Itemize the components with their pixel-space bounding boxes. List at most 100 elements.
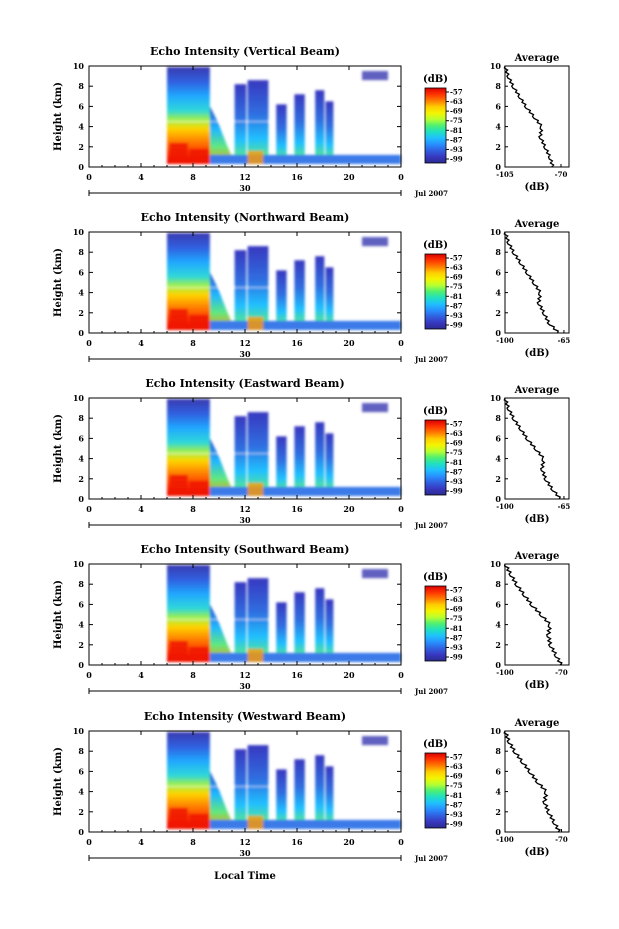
panel-2: Echo Intensity (Northward Beam)0 4 8 12 16 20… (53, 211, 570, 364)
x-tick-label: 12 (239, 338, 250, 348)
x-tick-label: 12 (239, 172, 250, 182)
colorbar-tick-label: -93 (450, 810, 463, 819)
y-tick-label: 0 (78, 328, 84, 338)
date-label: Jul 2007 (414, 189, 448, 198)
colorbar-tick-label: -81 (450, 458, 463, 467)
average-frame (504, 730, 570, 833)
average-frame (504, 231, 570, 334)
y-tick-label: 2 (78, 807, 84, 817)
colorbar-label: (dB) (423, 572, 448, 583)
y-tick-label: 4 (78, 454, 84, 464)
average-x-tick-label: -70 (555, 170, 568, 179)
colorbar-label: (dB) (423, 240, 448, 251)
y-tick-label: 6 (78, 101, 84, 111)
x-tick-label: 8 (190, 837, 196, 847)
colorbar-tick-label: -99 (450, 321, 463, 330)
average-x-label: (dB) (525, 514, 550, 525)
colorbar-tick-label: -69 (450, 772, 463, 781)
echo-field (167, 67, 401, 164)
y-tick-label: 2 (78, 640, 84, 650)
echo-field (167, 233, 401, 330)
x-tick-label: 12 (239, 504, 250, 514)
x-axis-label: Local Time (214, 871, 276, 882)
colorbar-tick-label: -81 (450, 624, 463, 633)
y-tick-label: 8 (78, 413, 84, 423)
x-tick-label: 20 (343, 670, 355, 680)
x-tick-label: 20 (343, 837, 355, 847)
y-tick-label: 8 (78, 746, 84, 756)
average-profile-line (503, 563, 563, 666)
average-x-tick-label: -100 (496, 502, 514, 511)
panel-5: Echo Intensity (Westward Beam)0 4 8 12 16 20 0… (53, 710, 570, 863)
colorbar-tick-label: -87 (450, 800, 463, 809)
average-x-tick-label: -105 (496, 170, 514, 179)
average-y-tick-label: 8 (495, 247, 501, 257)
day-label: 30 (239, 681, 251, 691)
colorbar (424, 585, 447, 662)
average-x-tick-label: -100 (496, 668, 514, 677)
average-y-tick-label: 6 (495, 101, 501, 111)
average-x-label: (dB) (525, 182, 550, 193)
average-x-tick-label: -100 (496, 336, 514, 345)
y-tick-label: 6 (78, 267, 84, 277)
colorbar-label: (dB) (423, 406, 448, 417)
colorbar-tick-label: -63 (450, 97, 463, 106)
y-tick-label: 4 (78, 620, 84, 630)
y-tick-label: 4 (78, 288, 84, 298)
x-tick-label: 0 (398, 338, 404, 348)
average-title: Average (514, 385, 560, 396)
average-y-tick-label: 6 (495, 599, 501, 609)
average-y-tick-label: 8 (495, 413, 501, 423)
colorbar (424, 419, 447, 496)
x-tick-label: 4 (138, 172, 144, 182)
x-tick-label: 0 (86, 837, 92, 847)
colorbar-tick-label: -81 (450, 292, 463, 301)
x-tick-label: 16 (291, 338, 303, 348)
y-tick-label: 2 (78, 308, 84, 318)
colorbar-tick-label: -99 (450, 820, 463, 829)
average-y-tick-label: 10 (490, 227, 502, 237)
average-y-tick-label: 8 (495, 579, 501, 589)
x-tick-label: 12 (239, 837, 250, 847)
x-tick-label: 16 (291, 504, 303, 514)
average-y-tick-label: 0 (495, 328, 501, 338)
average-y-tick-label: 4 (495, 122, 501, 132)
average-y-tick-label: 4 (495, 620, 501, 630)
average-profile-line (503, 730, 562, 833)
average-y-tick-label: 4 (495, 288, 501, 298)
panel-title: Echo Intensity (Southward Beam) (141, 543, 350, 556)
average-title: Average (514, 551, 560, 562)
x-tick-label: 16 (291, 837, 303, 847)
average-y-tick-label: 2 (495, 308, 501, 318)
colorbar-tick-label: -81 (450, 791, 463, 800)
y-tick-label: 10 (73, 61, 85, 71)
echo-field (167, 565, 401, 662)
x-tick-label: 20 (343, 338, 355, 348)
average-y-tick-label: 6 (495, 433, 501, 443)
average-y-tick-label: 4 (495, 787, 501, 797)
y-tick-label: 4 (78, 787, 84, 797)
y-tick-label: 0 (78, 494, 84, 504)
panel-title: Echo Intensity (Northward Beam) (141, 211, 350, 224)
y-tick-label: 10 (73, 559, 85, 569)
x-tick-label: 20 (343, 504, 355, 514)
average-y-tick-label: 2 (495, 474, 501, 484)
x-tick-label: 0 (86, 338, 92, 348)
colorbar-tick-label: -69 (450, 107, 463, 116)
x-tick-label: 16 (291, 670, 303, 680)
y-axis-label: Height (km) (53, 248, 64, 317)
colorbar-tick-label: -87 (450, 135, 463, 144)
average-x-tick-label: -65 (558, 336, 571, 345)
average-y-tick-label: 6 (495, 267, 501, 277)
panel-title: Echo Intensity (Eastward Beam) (145, 377, 344, 390)
x-tick-label: 0 (398, 504, 404, 514)
date-label: Jul 2007 (414, 854, 448, 863)
day-label: 30 (239, 848, 251, 858)
average-y-tick-label: 0 (495, 162, 501, 172)
colorbar-tick-label: -81 (450, 126, 463, 135)
colorbar-tick-label: -63 (450, 429, 463, 438)
echo-field (167, 399, 401, 496)
x-tick-label: 0 (86, 670, 92, 680)
average-frame (504, 65, 570, 168)
